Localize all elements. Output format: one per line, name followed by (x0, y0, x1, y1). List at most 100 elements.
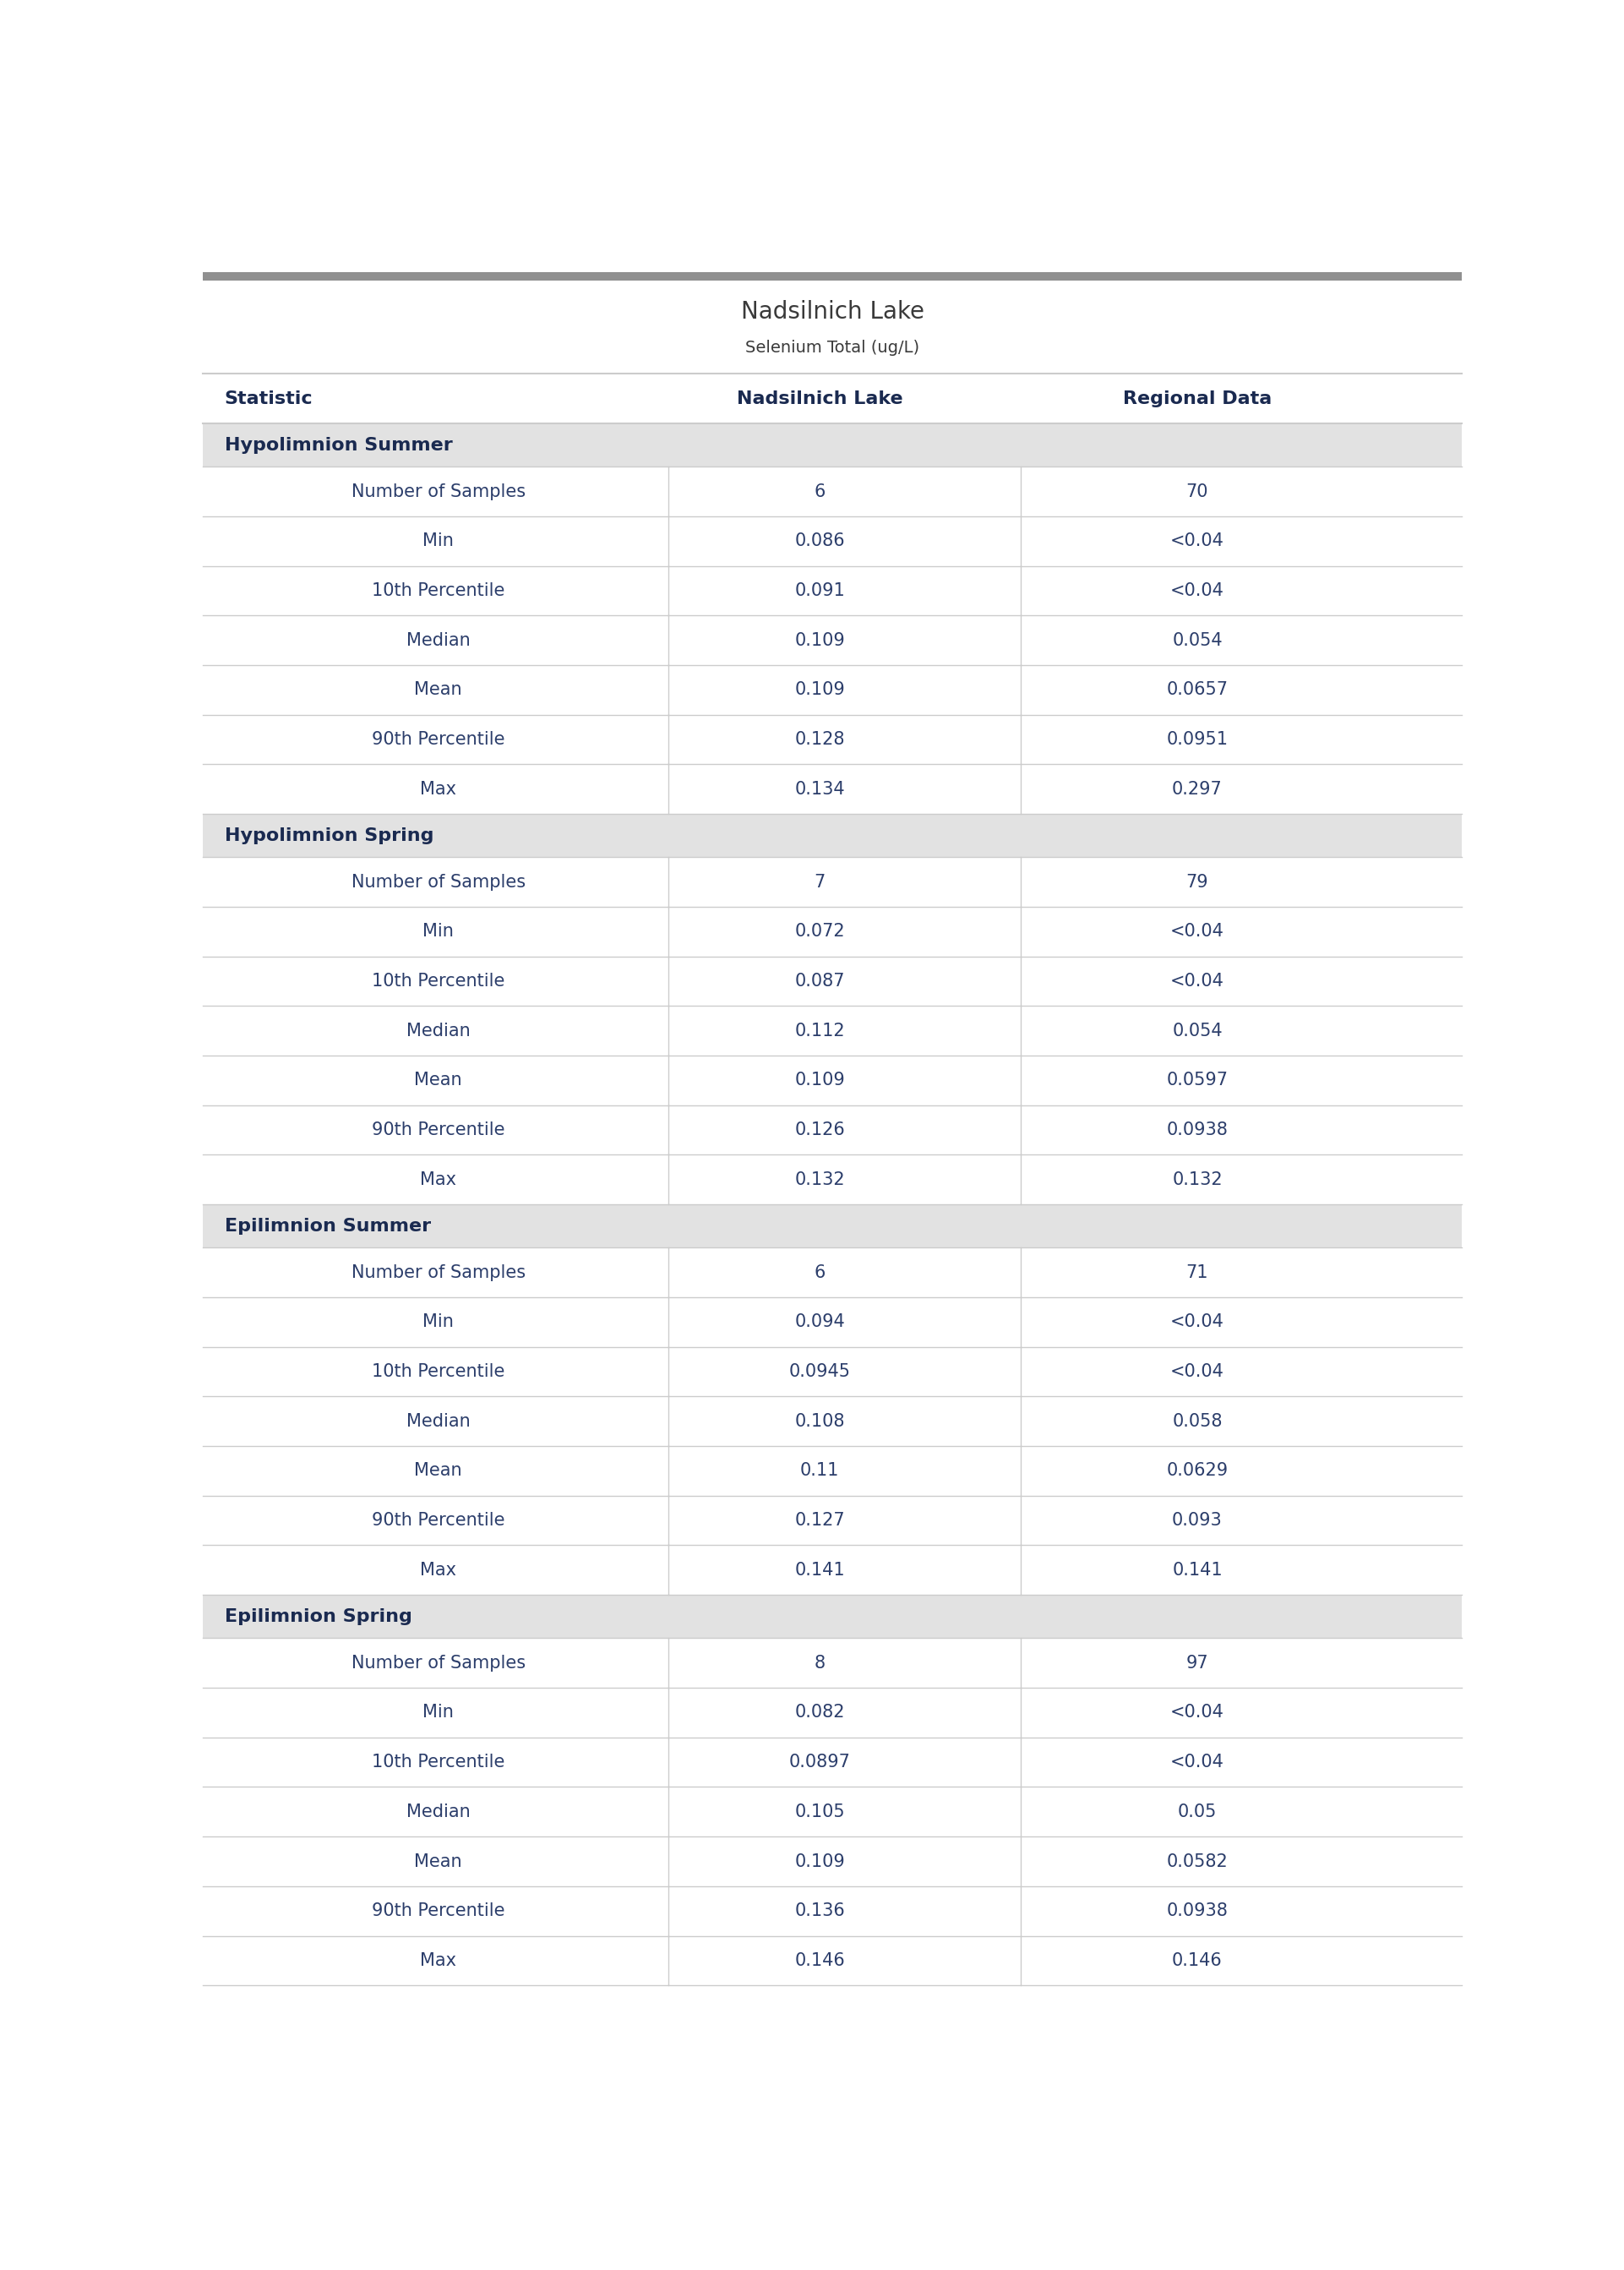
Text: 6: 6 (814, 1264, 825, 1280)
Text: 0.086: 0.086 (794, 533, 844, 549)
Bar (203, 956, 1462, 1006)
Text: 0.072: 0.072 (794, 924, 844, 940)
Text: 0.094: 0.094 (794, 1314, 844, 1330)
Bar (203, 272, 1462, 281)
Text: 0.0938: 0.0938 (1166, 1902, 1228, 1920)
Bar (203, 1105, 1462, 1155)
Text: 0.126: 0.126 (794, 1121, 844, 1140)
Text: 10th Percentile: 10th Percentile (372, 974, 505, 990)
Text: Max: Max (421, 1562, 456, 1578)
Text: Mean: Mean (414, 1462, 463, 1480)
Text: 0.132: 0.132 (794, 1171, 844, 1187)
Text: 0.134: 0.134 (794, 781, 844, 797)
Text: 0.297: 0.297 (1173, 781, 1223, 797)
Text: 0.132: 0.132 (1173, 1171, 1223, 1187)
Text: 90th Percentile: 90th Percentile (372, 1121, 505, 1140)
Text: Nadsilnich Lake: Nadsilnich Lake (737, 390, 903, 406)
Bar (203, 1886, 1462, 1936)
Bar (203, 375, 1462, 424)
Text: Hypolimnion Spring: Hypolimnion Spring (224, 826, 434, 844)
Text: 90th Percentile: 90th Percentile (372, 1512, 505, 1530)
Text: Median: Median (406, 631, 471, 649)
Text: 0.0945: 0.0945 (789, 1364, 851, 1380)
Text: Min: Min (422, 1705, 455, 1721)
Text: 0.128: 0.128 (794, 731, 844, 749)
Text: <0.04: <0.04 (1171, 533, 1224, 549)
Text: 10th Percentile: 10th Percentile (372, 1364, 505, 1380)
Text: Number of Samples: Number of Samples (351, 1264, 526, 1280)
Text: <0.04: <0.04 (1171, 583, 1224, 599)
Text: 10th Percentile: 10th Percentile (372, 583, 505, 599)
Text: Max: Max (421, 1171, 456, 1187)
Text: 0.058: 0.058 (1173, 1412, 1223, 1430)
Text: 0.141: 0.141 (794, 1562, 844, 1578)
Text: <0.04: <0.04 (1171, 974, 1224, 990)
Bar (203, 1737, 1462, 1786)
Bar (203, 468, 1462, 518)
Bar (203, 1546, 1462, 1596)
Text: Regional Data: Regional Data (1122, 390, 1272, 406)
Text: Median: Median (406, 1022, 471, 1040)
Text: 0.0597: 0.0597 (1166, 1071, 1228, 1090)
Text: 0.108: 0.108 (794, 1412, 844, 1430)
Text: Mean: Mean (414, 1852, 463, 1870)
Text: Hypolimnion Summer: Hypolimnion Summer (224, 436, 453, 454)
Text: <0.04: <0.04 (1171, 1364, 1224, 1380)
Bar (203, 1639, 1462, 1689)
Text: 6: 6 (814, 484, 825, 499)
Bar (203, 665, 1462, 715)
Text: 8: 8 (814, 1655, 825, 1671)
Text: Max: Max (421, 781, 456, 797)
Text: 7: 7 (814, 874, 825, 890)
Bar (203, 424, 1462, 468)
Text: 0.109: 0.109 (794, 681, 844, 699)
Bar (203, 1786, 1462, 1836)
Text: <0.04: <0.04 (1171, 1314, 1224, 1330)
Text: Median: Median (406, 1412, 471, 1430)
Bar (203, 518, 1462, 565)
Bar (203, 1155, 1462, 1205)
Text: Epilimnion Summer: Epilimnion Summer (224, 1217, 430, 1235)
Text: Selenium Total (ug/L): Selenium Total (ug/L) (745, 340, 919, 356)
Text: 0.0951: 0.0951 (1166, 731, 1228, 749)
Text: 0.105: 0.105 (794, 1802, 844, 1821)
Bar (203, 815, 1462, 858)
Bar (203, 1689, 1462, 1737)
Bar (203, 565, 1462, 615)
Text: Max: Max (421, 1952, 456, 1968)
Text: Number of Samples: Number of Samples (351, 484, 526, 499)
Text: Min: Min (422, 1314, 455, 1330)
Text: <0.04: <0.04 (1171, 1755, 1224, 1771)
Text: Number of Samples: Number of Samples (351, 874, 526, 890)
Bar (203, 1836, 1462, 1886)
Text: 0.0582: 0.0582 (1166, 1852, 1228, 1870)
Text: 0.091: 0.091 (794, 583, 844, 599)
Text: Median: Median (406, 1802, 471, 1821)
Bar (203, 1056, 1462, 1105)
Text: Statistic: Statistic (224, 390, 313, 406)
Text: 90th Percentile: 90th Percentile (372, 1902, 505, 1920)
Text: 0.054: 0.054 (1173, 1022, 1223, 1040)
Text: 71: 71 (1186, 1264, 1208, 1280)
Text: 0.109: 0.109 (794, 631, 844, 649)
Bar (203, 1205, 1462, 1249)
Text: <0.04: <0.04 (1171, 924, 1224, 940)
Text: 0.093: 0.093 (1173, 1512, 1223, 1530)
Text: 0.11: 0.11 (801, 1462, 840, 1480)
Text: 70: 70 (1186, 484, 1208, 499)
Text: 0.054: 0.054 (1173, 631, 1223, 649)
Text: 0.109: 0.109 (794, 1852, 844, 1870)
Bar (203, 908, 1462, 956)
Bar (203, 1936, 1462, 1986)
Text: 0.0897: 0.0897 (789, 1755, 851, 1771)
Bar (203, 765, 1462, 815)
Text: 0.0629: 0.0629 (1166, 1462, 1228, 1480)
Text: <0.04: <0.04 (1171, 1705, 1224, 1721)
Bar (203, 1006, 1462, 1056)
Bar (203, 858, 1462, 908)
Text: 0.112: 0.112 (794, 1022, 844, 1040)
Bar (203, 1298, 1462, 1346)
Bar (203, 1346, 1462, 1396)
Bar (203, 715, 1462, 765)
Text: Mean: Mean (414, 681, 463, 699)
